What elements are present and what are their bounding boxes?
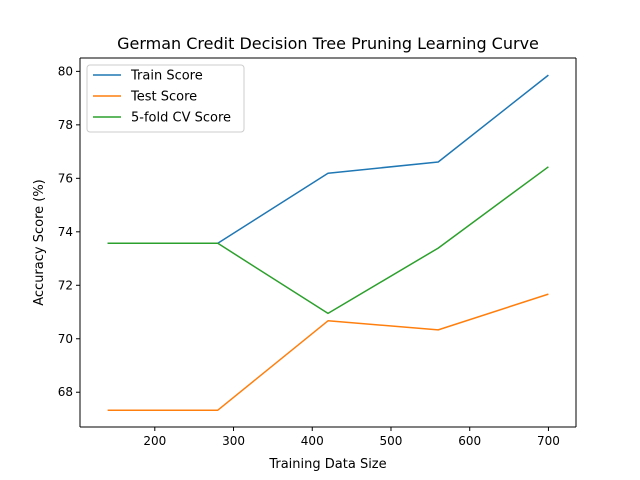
plot-frame — [79, 57, 577, 428]
y-tick-label: 80 — [58, 64, 73, 78]
y-tick-label: 74 — [58, 225, 73, 239]
series-line-2 — [107, 293, 549, 411]
x-axis-label: Training Data Size — [268, 457, 386, 472]
y-tick-label: 72 — [58, 278, 73, 292]
chart-title: German Credit Decision Tree Pruning Lear… — [117, 34, 539, 53]
x-tick-label: 700 — [537, 434, 560, 448]
x-tick-label: 600 — [458, 434, 481, 448]
x-tick-label: 500 — [380, 434, 403, 448]
legend-items: Train Score Test Score 5-fold CV Score — [93, 69, 231, 126]
y-tick-label: 78 — [58, 118, 73, 132]
series-line-3 — [107, 166, 549, 315]
legend-label-2: Test Score — [130, 90, 197, 105]
x-axis-ticks: 200 300 400 500 600 700 — [143, 427, 560, 448]
y-tick-label: 76 — [58, 171, 73, 185]
legend: Train Score Test Score 5-fold CV Score — [86, 64, 245, 133]
series-lines — [107, 74, 549, 411]
x-tick-label: 400 — [301, 434, 324, 448]
y-axis-ticks: 68 70 72 74 76 78 80 — [58, 64, 80, 399]
legend-label-3: 5-fold CV Score — [131, 111, 231, 126]
y-tick-label: 70 — [58, 332, 73, 346]
legend-label-1: Train Score — [130, 69, 203, 84]
x-tick-label: 200 — [143, 434, 166, 448]
y-tick-label: 68 — [58, 385, 73, 399]
x-tick-label: 300 — [222, 434, 245, 448]
legend-box — [86, 64, 245, 133]
y-axis-label: Accuracy Score (%) — [32, 179, 47, 306]
